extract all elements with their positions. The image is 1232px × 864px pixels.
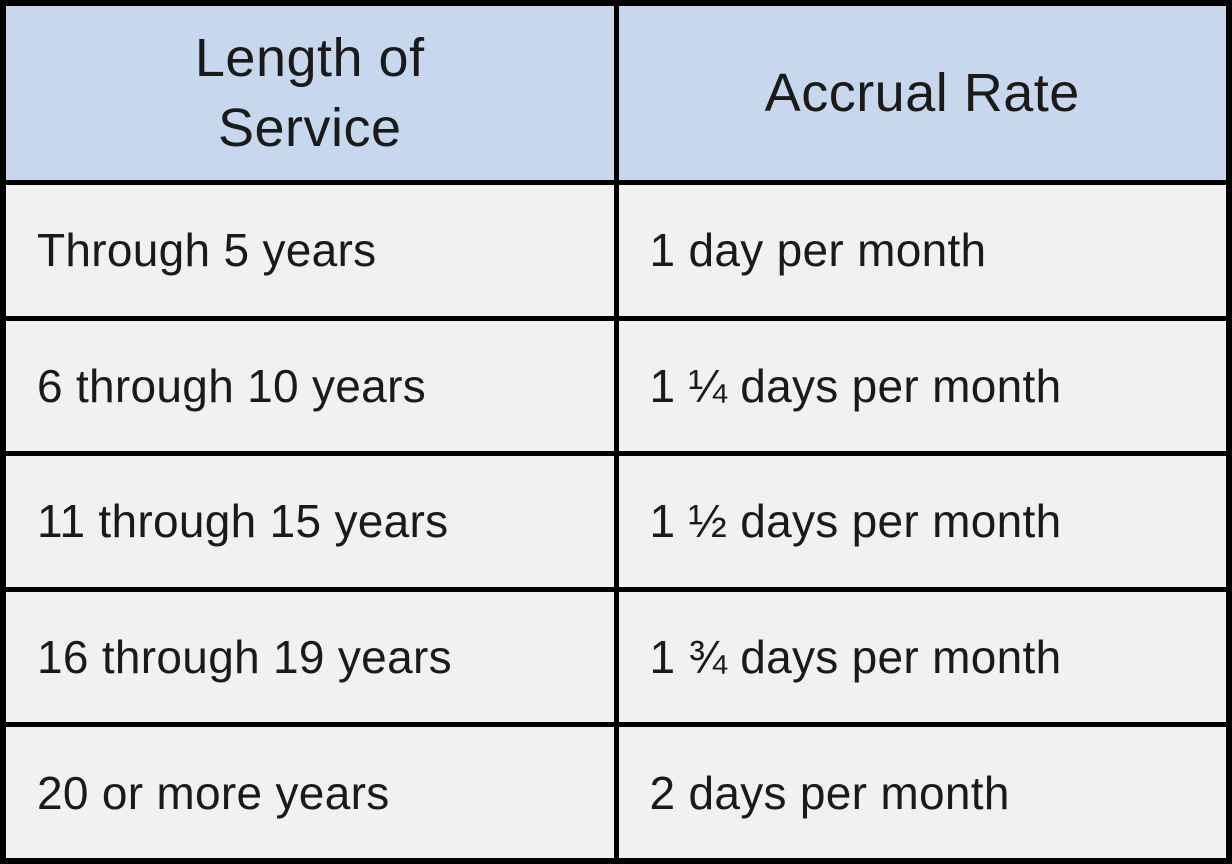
cell-text: Through 5 years [37,224,377,277]
header-cell-accrual-rate: Accrual Rate [618,6,1226,180]
table-cell-row3-rate: 1 ½ days per month [618,456,1226,587]
table-cell-row5-rate: 2 days per month [618,727,1226,858]
table-cell-row2-service: 6 through 10 years [6,320,614,452]
cell-text: 6 through 10 years [37,359,426,412]
cell-text: 16 through 19 years [37,631,452,684]
cell-text: 1 ¼ days per month [649,359,1062,412]
cell-text: 2 days per month [649,766,1010,819]
cell-text: 20 or more years [37,766,390,819]
table-cell-row1-rate: 1 day per month [618,185,1226,316]
table-cell-row2-rate: 1 ¼ days per month [618,320,1226,452]
table-cell-row5-service: 20 or more years [6,727,614,858]
cell-text: 1 ¾ days per month [649,631,1062,684]
table-cell-row4-service: 16 through 19 years [6,591,614,723]
table-cell-row4-rate: 1 ¾ days per month [618,591,1226,723]
cell-text: 1 ½ days per month [649,495,1062,548]
column-header-length-of-service-label: Length of Service [194,27,425,158]
cell-text: 1 day per month [649,224,987,277]
table-cell-row3-service: 11 through 15 years [6,456,614,587]
cell-text: 11 through 15 years [37,495,449,548]
table-cell-row1-service: Through 5 years [6,185,614,316]
header-cell-length-of-service: Length of Service [6,6,614,180]
column-header-accrual-rate-label: Accrual Rate [764,62,1080,123]
